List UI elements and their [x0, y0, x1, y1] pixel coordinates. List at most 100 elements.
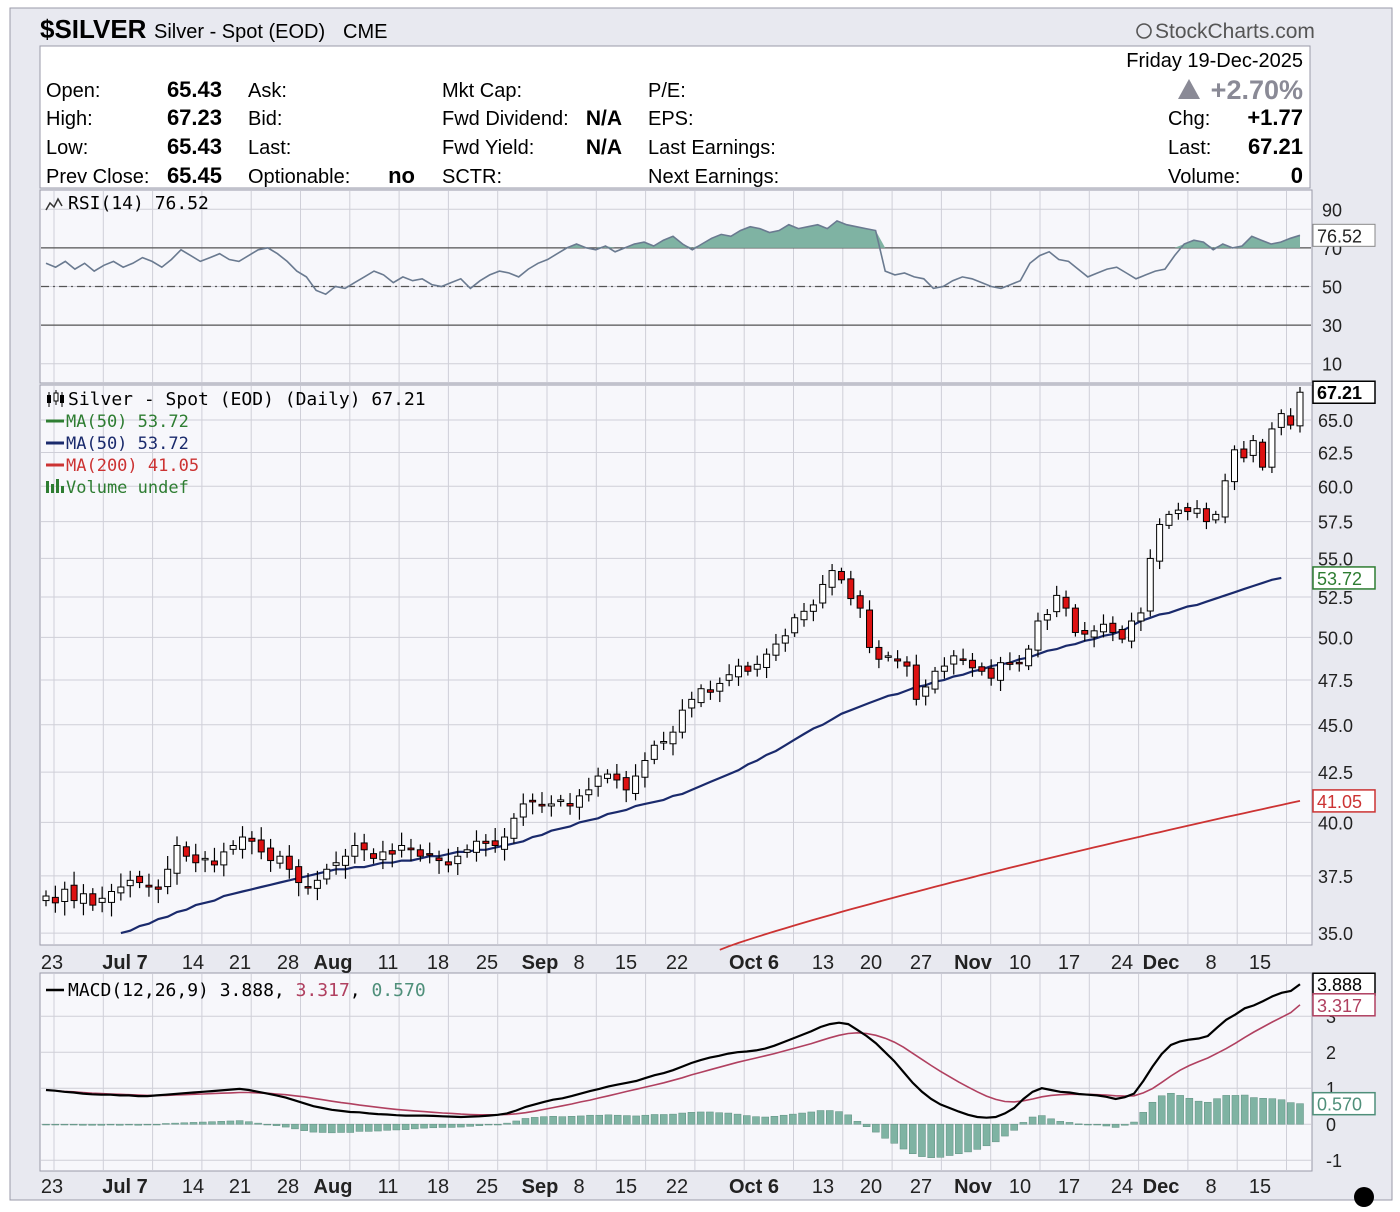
price-candle: [1109, 616, 1117, 642]
price-candle: [875, 640, 883, 669]
x-axis-label: 21: [229, 952, 251, 974]
price-candle: [42, 890, 50, 907]
x-axis-label: 14: [182, 952, 204, 974]
symbol-title: $SILVER: [40, 14, 147, 44]
macd-histogram-bar: [1157, 1095, 1166, 1125]
brand-logo[interactable]: StockCharts.com: [1155, 20, 1315, 43]
candle-body: [1156, 523, 1164, 562]
macd-histogram-bar: [401, 1123, 410, 1130]
price-candle: [192, 843, 200, 873]
macd-histogram-bar: [125, 1123, 133, 1126]
candle-body: [1296, 391, 1304, 427]
price-candle: [201, 851, 209, 873]
candle-body: [828, 570, 836, 588]
candle-body: [370, 853, 378, 859]
macd-title: MACD(12,26,9) 3.888, 3.317, 0.570: [68, 980, 426, 1001]
x-axis-label: 8: [573, 952, 584, 974]
macd-histogram-bar: [899, 1123, 908, 1150]
rsi-tick-label: 30: [1322, 316, 1342, 336]
x-axis-label: 22: [666, 1176, 688, 1198]
price-candle: [575, 789, 583, 820]
price-candle: [1043, 609, 1051, 631]
price-tick-label: 40.0: [1318, 813, 1353, 833]
candle-body: [959, 658, 967, 661]
open-value: 65.43: [167, 77, 222, 102]
macd-histogram-bar: [752, 1116, 760, 1125]
macd-tick-label: -1: [1326, 1151, 1342, 1171]
candle-body: [884, 655, 892, 658]
macd-histogram-bar: [60, 1123, 69, 1126]
macd-histogram-bar: [281, 1123, 290, 1128]
price-candle: [1287, 408, 1295, 430]
macd-tick-label: 3: [1326, 1007, 1336, 1027]
open-label: Open:: [46, 80, 100, 102]
macd-histogram-bar: [733, 1113, 742, 1125]
price-candle: [1137, 607, 1145, 631]
price-tick-label: 65.0: [1318, 411, 1353, 431]
price-candle: [285, 845, 293, 879]
candle-body: [444, 861, 452, 866]
candle-body: [1081, 629, 1089, 635]
candle-body: [875, 646, 883, 660]
price-candle: [79, 884, 87, 916]
optionable-label: Optionable:: [248, 166, 350, 188]
price-candle: [463, 844, 471, 858]
price-candle: [398, 832, 406, 858]
candle-body: [575, 795, 583, 808]
macd-histogram-bar: [1240, 1094, 1249, 1125]
macd-line: [45, 983, 1301, 1119]
macd-histogram-bar: [696, 1111, 705, 1125]
price-candle: [1081, 621, 1089, 642]
quote-col-5: Chg: +1.77 Last: 67.21 Volume: 0: [1168, 105, 1303, 188]
chg-value: +1.77: [1247, 105, 1303, 130]
candle-body: [1015, 661, 1023, 665]
macd-histogram-bar: [1277, 1099, 1286, 1125]
price-tick-label: 50.0: [1318, 628, 1353, 648]
legend-label: MA(200) 41.05: [66, 456, 199, 476]
candle-body: [1287, 415, 1295, 426]
candle-body: [678, 709, 686, 733]
price-candle: [323, 863, 331, 885]
macd-title-sep2: ,: [350, 980, 372, 1001]
candle-body: [61, 888, 69, 902]
macd-histogram-bar: [613, 1114, 622, 1125]
macd-histogram-bar: [1231, 1095, 1240, 1125]
price-candle: [557, 794, 565, 807]
price-candle: [51, 885, 59, 913]
price-candle: [1174, 502, 1182, 520]
macd-histogram-bar: [789, 1113, 797, 1125]
macd-histogram-bar: [908, 1123, 917, 1154]
macd-histogram-bar: [872, 1123, 880, 1133]
macd-histogram-bar: [355, 1123, 364, 1132]
candle-body: [716, 682, 724, 692]
price-candle: [341, 848, 349, 879]
price-candle: [295, 859, 303, 897]
macd-histogram-bar: [1296, 1103, 1304, 1125]
macd-histogram-bar: [171, 1122, 179, 1125]
candle-body: [819, 583, 827, 604]
candle-body: [1071, 607, 1079, 633]
macd-histogram-bar: [374, 1123, 382, 1132]
high-label: High:: [46, 108, 93, 130]
ma50-line: [120, 576, 1282, 935]
price-candle: [1230, 445, 1238, 491]
x-axis-label: 23: [41, 952, 63, 974]
price-candle: [1071, 604, 1079, 637]
macd-histogram-bar: [1185, 1098, 1194, 1125]
macd-histogram-bar: [540, 1116, 548, 1125]
volume-value: 0: [1291, 163, 1303, 188]
price-tick-label: 42.5: [1318, 763, 1353, 783]
x-axis-label: 27: [910, 1176, 932, 1198]
price-last-value-tag: [1312, 380, 1376, 404]
volume-bars-icon: [61, 486, 64, 493]
candle-body: [791, 617, 799, 634]
macd-histogram-bar: [1111, 1123, 1120, 1128]
x-axis-label: 8: [1205, 952, 1216, 974]
fwd-dividend-label: Fwd Dividend:: [442, 108, 569, 130]
price-candle: [379, 840, 387, 870]
macd-histogram-bar: [1102, 1123, 1111, 1127]
price-candle: [501, 828, 509, 861]
candle-body: [997, 662, 1005, 681]
corner-dot: [1354, 1187, 1374, 1207]
